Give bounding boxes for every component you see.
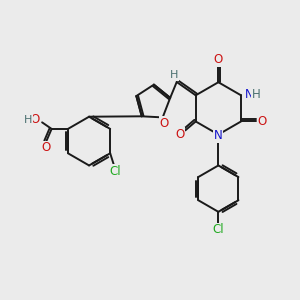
Text: O: O bbox=[176, 128, 185, 141]
Text: O: O bbox=[258, 115, 267, 128]
Text: N: N bbox=[245, 88, 254, 100]
Text: N: N bbox=[213, 129, 222, 142]
Text: O: O bbox=[41, 141, 50, 154]
Text: H: H bbox=[24, 115, 33, 125]
Text: Cl: Cl bbox=[212, 223, 224, 236]
Text: H: H bbox=[170, 70, 178, 80]
Text: Cl: Cl bbox=[109, 165, 121, 178]
Text: O: O bbox=[160, 117, 169, 130]
Text: O: O bbox=[214, 53, 223, 66]
Text: H: H bbox=[251, 88, 260, 100]
Text: O: O bbox=[30, 113, 39, 127]
